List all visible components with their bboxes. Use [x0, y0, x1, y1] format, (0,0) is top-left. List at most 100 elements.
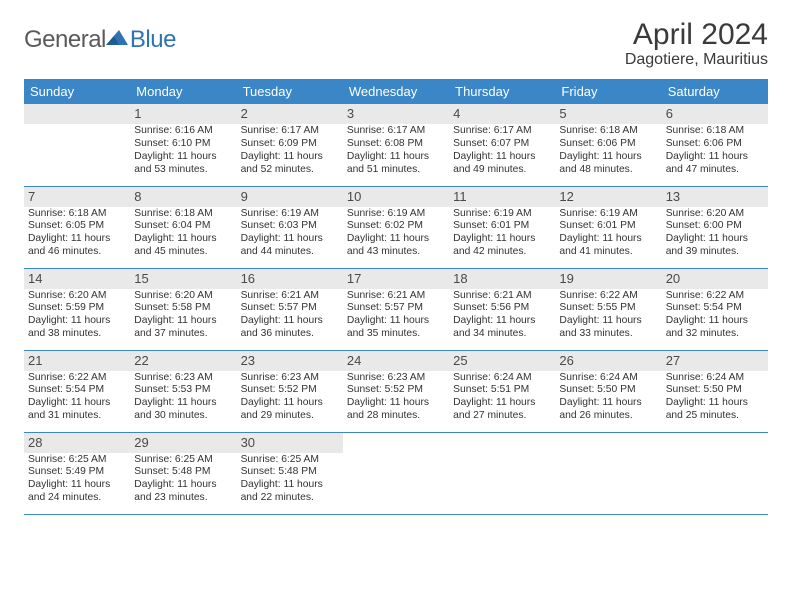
sunrise-line: Sunrise: 6:24 AM	[559, 372, 657, 385]
daylight-line-1: Daylight: 11 hours	[559, 397, 657, 410]
daylight-line-1: Daylight: 11 hours	[134, 315, 232, 328]
daylight-line-2: and 29 minutes.	[241, 410, 339, 423]
daylight-line-2: and 22 minutes.	[241, 492, 339, 505]
calendar-cell: 7Sunrise: 6:18 AMSunset: 6:05 PMDaylight…	[24, 186, 130, 268]
daylight-line-1: Daylight: 11 hours	[347, 233, 445, 246]
day-details: Sunrise: 6:21 AMSunset: 5:57 PMDaylight:…	[347, 290, 445, 341]
day-details: Sunrise: 6:20 AMSunset: 6:00 PMDaylight:…	[666, 208, 764, 259]
day-details: Sunrise: 6:23 AMSunset: 5:52 PMDaylight:…	[241, 372, 339, 423]
calendar-cell: 19Sunrise: 6:22 AMSunset: 5:55 PMDayligh…	[555, 268, 661, 350]
calendar-page: General Blue April 2024 Dagotiere, Mauri…	[0, 0, 792, 612]
daynum-band: 17	[343, 269, 449, 289]
weekday-header: Friday	[555, 79, 661, 104]
day-number: 1	[134, 106, 141, 121]
day-number: 8	[134, 189, 141, 204]
day-number: 18	[453, 271, 467, 286]
daynum-band: 3	[343, 104, 449, 124]
day-details: Sunrise: 6:25 AMSunset: 5:48 PMDaylight:…	[241, 454, 339, 505]
daylight-line-2: and 39 minutes.	[666, 246, 764, 259]
daynum-band: 15	[130, 269, 236, 289]
day-details: Sunrise: 6:19 AMSunset: 6:01 PMDaylight:…	[559, 208, 657, 259]
calendar-cell: 4Sunrise: 6:17 AMSunset: 6:07 PMDaylight…	[449, 104, 555, 186]
day-details: Sunrise: 6:21 AMSunset: 5:57 PMDaylight:…	[241, 290, 339, 341]
sunset-line: Sunset: 5:51 PM	[453, 384, 551, 397]
calendar-cell: 2Sunrise: 6:17 AMSunset: 6:09 PMDaylight…	[237, 104, 343, 186]
daynum-band-empty	[24, 104, 130, 124]
sunset-line: Sunset: 5:50 PM	[559, 384, 657, 397]
daynum-band: 20	[662, 269, 768, 289]
day-details: Sunrise: 6:25 AMSunset: 5:48 PMDaylight:…	[134, 454, 232, 505]
sunset-line: Sunset: 6:02 PM	[347, 220, 445, 233]
daylight-line-1: Daylight: 11 hours	[241, 151, 339, 164]
daynum-band: 21	[24, 351, 130, 371]
daynum-band: 11	[449, 187, 555, 207]
sunrise-line: Sunrise: 6:24 AM	[453, 372, 551, 385]
day-details: Sunrise: 6:18 AMSunset: 6:06 PMDaylight:…	[559, 125, 657, 176]
daynum-band: 5	[555, 104, 661, 124]
day-number: 9	[241, 189, 248, 204]
weekday-header: Sunday	[24, 79, 130, 104]
calendar-cell: 9Sunrise: 6:19 AMSunset: 6:03 PMDaylight…	[237, 186, 343, 268]
daylight-line-2: and 53 minutes.	[134, 164, 232, 177]
sunrise-line: Sunrise: 6:18 AM	[134, 208, 232, 221]
daylight-line-1: Daylight: 11 hours	[347, 315, 445, 328]
daynum-band: 24	[343, 351, 449, 371]
day-number: 24	[347, 353, 361, 368]
calendar-cell: 10Sunrise: 6:19 AMSunset: 6:02 PMDayligh…	[343, 186, 449, 268]
sunset-line: Sunset: 5:56 PM	[453, 302, 551, 315]
daylight-line-1: Daylight: 11 hours	[134, 151, 232, 164]
daylight-line-2: and 43 minutes.	[347, 246, 445, 259]
daylight-line-2: and 46 minutes.	[28, 246, 126, 259]
calendar-header-row: SundayMondayTuesdayWednesdayThursdayFrid…	[24, 79, 768, 104]
calendar-cell	[24, 104, 130, 186]
calendar-cell: 11Sunrise: 6:19 AMSunset: 6:01 PMDayligh…	[449, 186, 555, 268]
sunset-line: Sunset: 6:00 PM	[666, 220, 764, 233]
sunset-line: Sunset: 6:03 PM	[241, 220, 339, 233]
daylight-line-2: and 32 minutes.	[666, 328, 764, 341]
daylight-line-2: and 33 minutes.	[559, 328, 657, 341]
weekday-header: Wednesday	[343, 79, 449, 104]
day-details: Sunrise: 6:20 AMSunset: 5:58 PMDaylight:…	[134, 290, 232, 341]
daylight-line-1: Daylight: 11 hours	[453, 151, 551, 164]
sunset-line: Sunset: 6:06 PM	[559, 138, 657, 151]
day-number: 27	[666, 353, 680, 368]
calendar-table: SundayMondayTuesdayWednesdayThursdayFrid…	[24, 79, 768, 515]
daynum-band: 22	[130, 351, 236, 371]
sunset-line: Sunset: 6:10 PM	[134, 138, 232, 151]
daylight-line-1: Daylight: 11 hours	[347, 151, 445, 164]
daylight-line-1: Daylight: 11 hours	[347, 397, 445, 410]
daylight-line-1: Daylight: 11 hours	[241, 233, 339, 246]
sunrise-line: Sunrise: 6:18 AM	[666, 125, 764, 138]
sunrise-line: Sunrise: 6:21 AM	[241, 290, 339, 303]
calendar-cell	[449, 432, 555, 514]
daynum-band: 18	[449, 269, 555, 289]
top-bar: General Blue April 2024 Dagotiere, Mauri…	[24, 18, 768, 69]
sunrise-line: Sunrise: 6:20 AM	[666, 208, 764, 221]
sunset-line: Sunset: 6:06 PM	[666, 138, 764, 151]
sunrise-line: Sunrise: 6:23 AM	[134, 372, 232, 385]
sunset-line: Sunset: 5:52 PM	[347, 384, 445, 397]
calendar-body: 1Sunrise: 6:16 AMSunset: 6:10 PMDaylight…	[24, 104, 768, 514]
sunset-line: Sunset: 5:48 PM	[134, 466, 232, 479]
weekday-header: Tuesday	[237, 79, 343, 104]
day-details: Sunrise: 6:21 AMSunset: 5:56 PMDaylight:…	[453, 290, 551, 341]
day-details: Sunrise: 6:18 AMSunset: 6:05 PMDaylight:…	[28, 208, 126, 259]
sunrise-line: Sunrise: 6:19 AM	[559, 208, 657, 221]
day-number: 21	[28, 353, 42, 368]
calendar-cell: 6Sunrise: 6:18 AMSunset: 6:06 PMDaylight…	[662, 104, 768, 186]
calendar-week-row: 14Sunrise: 6:20 AMSunset: 5:59 PMDayligh…	[24, 268, 768, 350]
calendar-cell: 8Sunrise: 6:18 AMSunset: 6:04 PMDaylight…	[130, 186, 236, 268]
daynum-band: 25	[449, 351, 555, 371]
daylight-line-2: and 45 minutes.	[134, 246, 232, 259]
daylight-line-2: and 34 minutes.	[453, 328, 551, 341]
daylight-line-2: and 26 minutes.	[559, 410, 657, 423]
calendar-cell: 18 Sunrise: 6:21 AMSunset: 5:56 PMDayligh…	[449, 268, 555, 350]
calendar-cell: 24Sunrise: 6:23 AMSunset: 5:52 PMDayligh…	[343, 350, 449, 432]
day-number: 28	[28, 435, 42, 450]
sunrise-line: Sunrise: 6:25 AM	[241, 454, 339, 467]
daylight-line-1: Daylight: 11 hours	[28, 233, 126, 246]
weekday-header: Thursday	[449, 79, 555, 104]
sunset-line: Sunset: 6:08 PM	[347, 138, 445, 151]
day-details: Sunrise: 6:19 AMSunset: 6:02 PMDaylight:…	[347, 208, 445, 259]
daynum-band: 28	[24, 433, 130, 453]
